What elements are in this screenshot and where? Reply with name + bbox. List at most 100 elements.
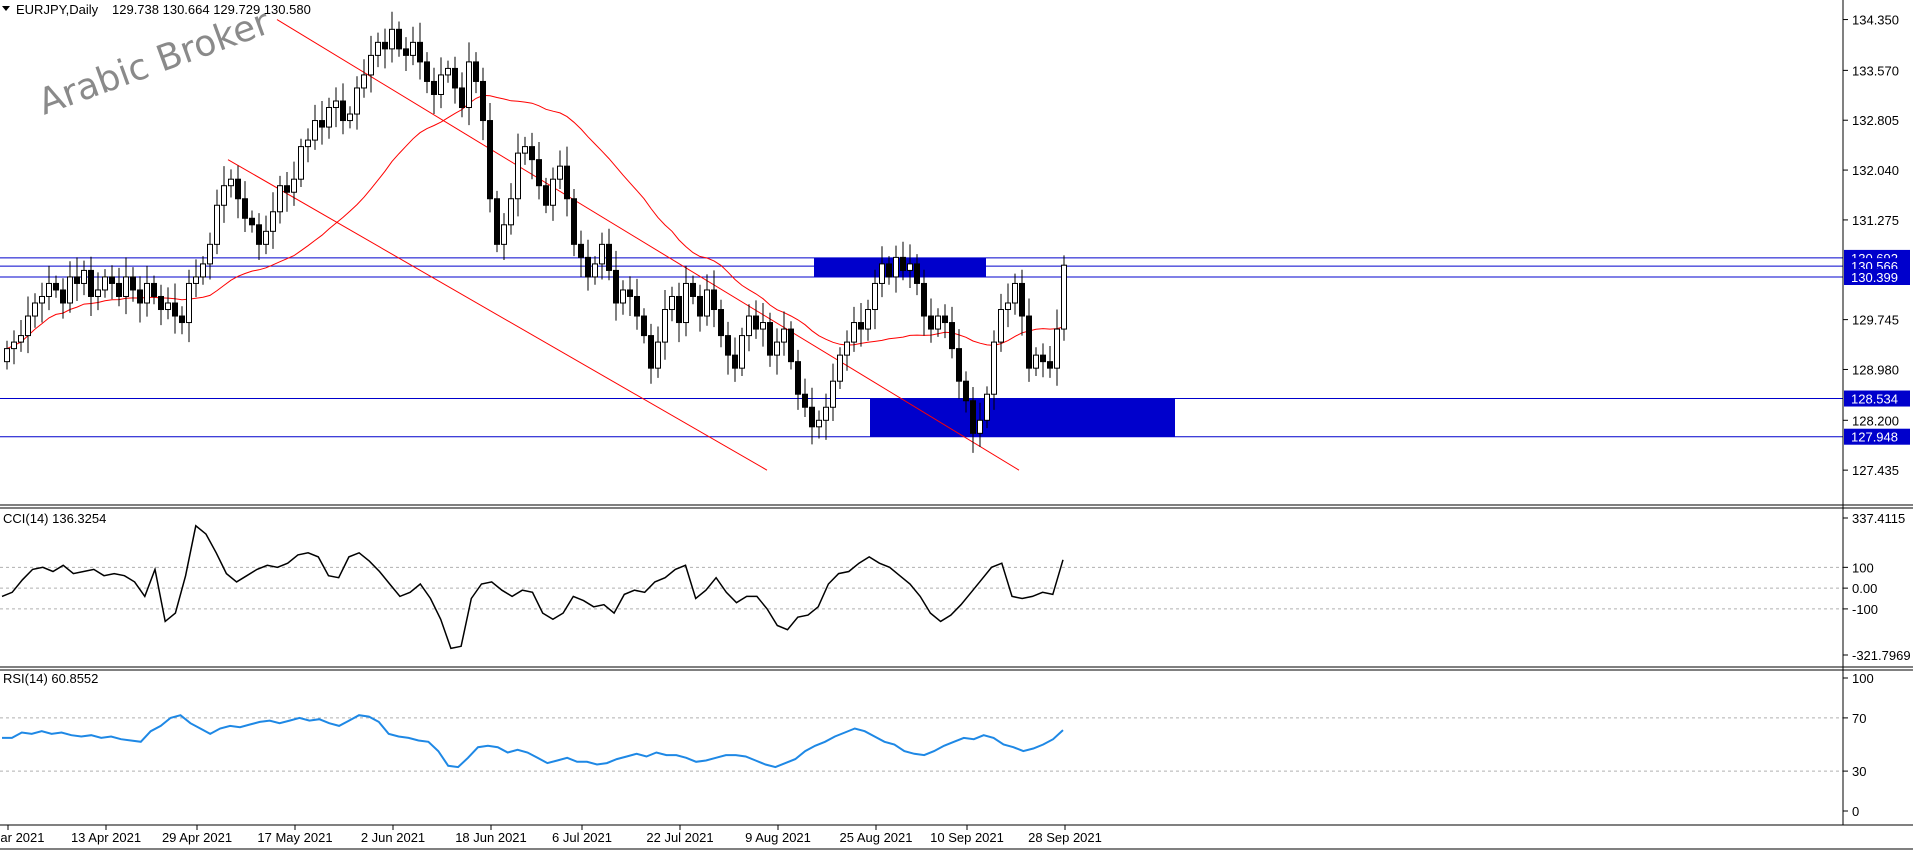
candle-body: [893, 256, 899, 278]
candle-body: [1047, 361, 1053, 369]
price-level-tag-text: 130.399: [1851, 270, 1898, 285]
price-tick-label: 129.745: [1852, 313, 1899, 328]
candle-body: [319, 120, 325, 128]
cci-tick-label: 100: [1852, 560, 1874, 575]
candle-body: [956, 348, 962, 382]
candle-body: [802, 393, 808, 408]
candle-body: [879, 263, 885, 284]
candle-body: [1012, 282, 1018, 304]
candle-body: [858, 322, 864, 330]
candle-body: [4, 348, 10, 363]
candle-body: [991, 341, 997, 395]
candle-body: [851, 322, 857, 343]
candle-body: [620, 289, 626, 304]
axes-layer: 134.350 133.570 132.805 132.040 131.275 129.7…: [0, 13, 1911, 845]
candle-body: [480, 80, 486, 122]
price-level-tag: [1844, 269, 1910, 286]
candle-body: [452, 67, 458, 89]
candle-body: [571, 198, 577, 245]
price-tick-label: 127.435: [1852, 463, 1899, 478]
candle-body: [508, 198, 514, 226]
candle-body: [277, 185, 283, 213]
candles-layer: [4, 11, 1067, 453]
candle-body: [81, 269, 87, 284]
candle-body: [396, 28, 402, 50]
price-tick-label: 134.350: [1852, 13, 1899, 28]
candle-body: [130, 276, 136, 291]
candle-body: [263, 230, 269, 245]
candle-body: [88, 269, 94, 297]
candle-body: [312, 120, 318, 141]
channel-layer: [227, 19, 1020, 471]
candle-body: [473, 61, 479, 82]
candle-body: [676, 295, 682, 324]
candle-body: [333, 100, 339, 109]
candle-body: [599, 243, 605, 265]
candle-body: [746, 315, 752, 337]
candle-body: [977, 419, 983, 434]
candle-body: [291, 178, 297, 193]
candle-body: [109, 276, 115, 284]
candle-body: [690, 282, 696, 297]
candle-body: [494, 198, 500, 245]
candle-body: [886, 263, 892, 278]
moving-average-line: [6, 94, 1065, 350]
candle-body: [221, 185, 227, 206]
candle-body: [487, 120, 493, 200]
candle-body: [466, 61, 472, 109]
candle-body: [655, 341, 661, 369]
price-level-tag-text: 128.534: [1851, 392, 1898, 407]
candle-body: [725, 335, 731, 356]
candle-body: [564, 165, 570, 200]
candle-body: [718, 309, 724, 337]
candle-body: [935, 315, 941, 330]
candle-body: [1054, 328, 1060, 369]
candle-body: [788, 328, 794, 363]
time-tick-label: 18 Jun 2021: [455, 830, 527, 845]
candle-body: [501, 224, 507, 245]
candle-body: [809, 406, 815, 428]
supply-demand-zone: [870, 398, 1175, 437]
candle-body: [767, 322, 773, 356]
candle-body: [165, 302, 171, 311]
time-tick-label: 25 Aug 2021: [839, 830, 912, 845]
candle-body: [669, 295, 675, 311]
candle-body: [382, 41, 388, 50]
time-tick-label: 17 May 2021: [257, 830, 332, 845]
candle-body: [697, 295, 703, 317]
candle-body: [900, 256, 906, 271]
time-tick-label: 13 Apr 2021: [71, 830, 141, 845]
price-tick-label: 128.980: [1852, 362, 1899, 377]
candle-body: [837, 354, 843, 382]
candle-body: [928, 315, 934, 330]
candle-body: [438, 74, 444, 95]
candle-body: [116, 282, 122, 297]
price-level-tag: [1844, 428, 1910, 445]
price-tick-label: 132.805: [1852, 113, 1899, 128]
candle-body: [578, 243, 584, 258]
candle-body: [704, 289, 710, 317]
candle-body: [459, 87, 465, 109]
cci-tick-label: -100: [1852, 602, 1878, 617]
candle-body: [942, 315, 948, 324]
candle-body: [536, 159, 542, 187]
price-tick-label: 133.570: [1852, 63, 1899, 78]
cci-tick-label: 337.4115: [1852, 511, 1905, 526]
cci-layer: [0, 524, 1843, 650]
candle-body: [1040, 354, 1046, 363]
rsi-tick-label: 100: [1852, 671, 1874, 686]
zone-layer: [0, 257, 1843, 438]
candle-body: [515, 152, 521, 200]
candle-body: [732, 354, 738, 369]
collapse-triangle-icon[interactable]: [2, 6, 10, 11]
candle-body: [522, 146, 528, 154]
candle-body: [368, 54, 374, 76]
cci-tick-label: 0.00: [1852, 581, 1877, 596]
time-tick-label: 28 Sep 2021: [1028, 830, 1102, 845]
moving-average-layer: [6, 94, 1065, 350]
candle-body: [683, 282, 689, 324]
candle-body: [963, 380, 969, 402]
candle-body: [1033, 354, 1039, 369]
candle-body: [207, 243, 213, 265]
candle-body: [585, 256, 591, 278]
